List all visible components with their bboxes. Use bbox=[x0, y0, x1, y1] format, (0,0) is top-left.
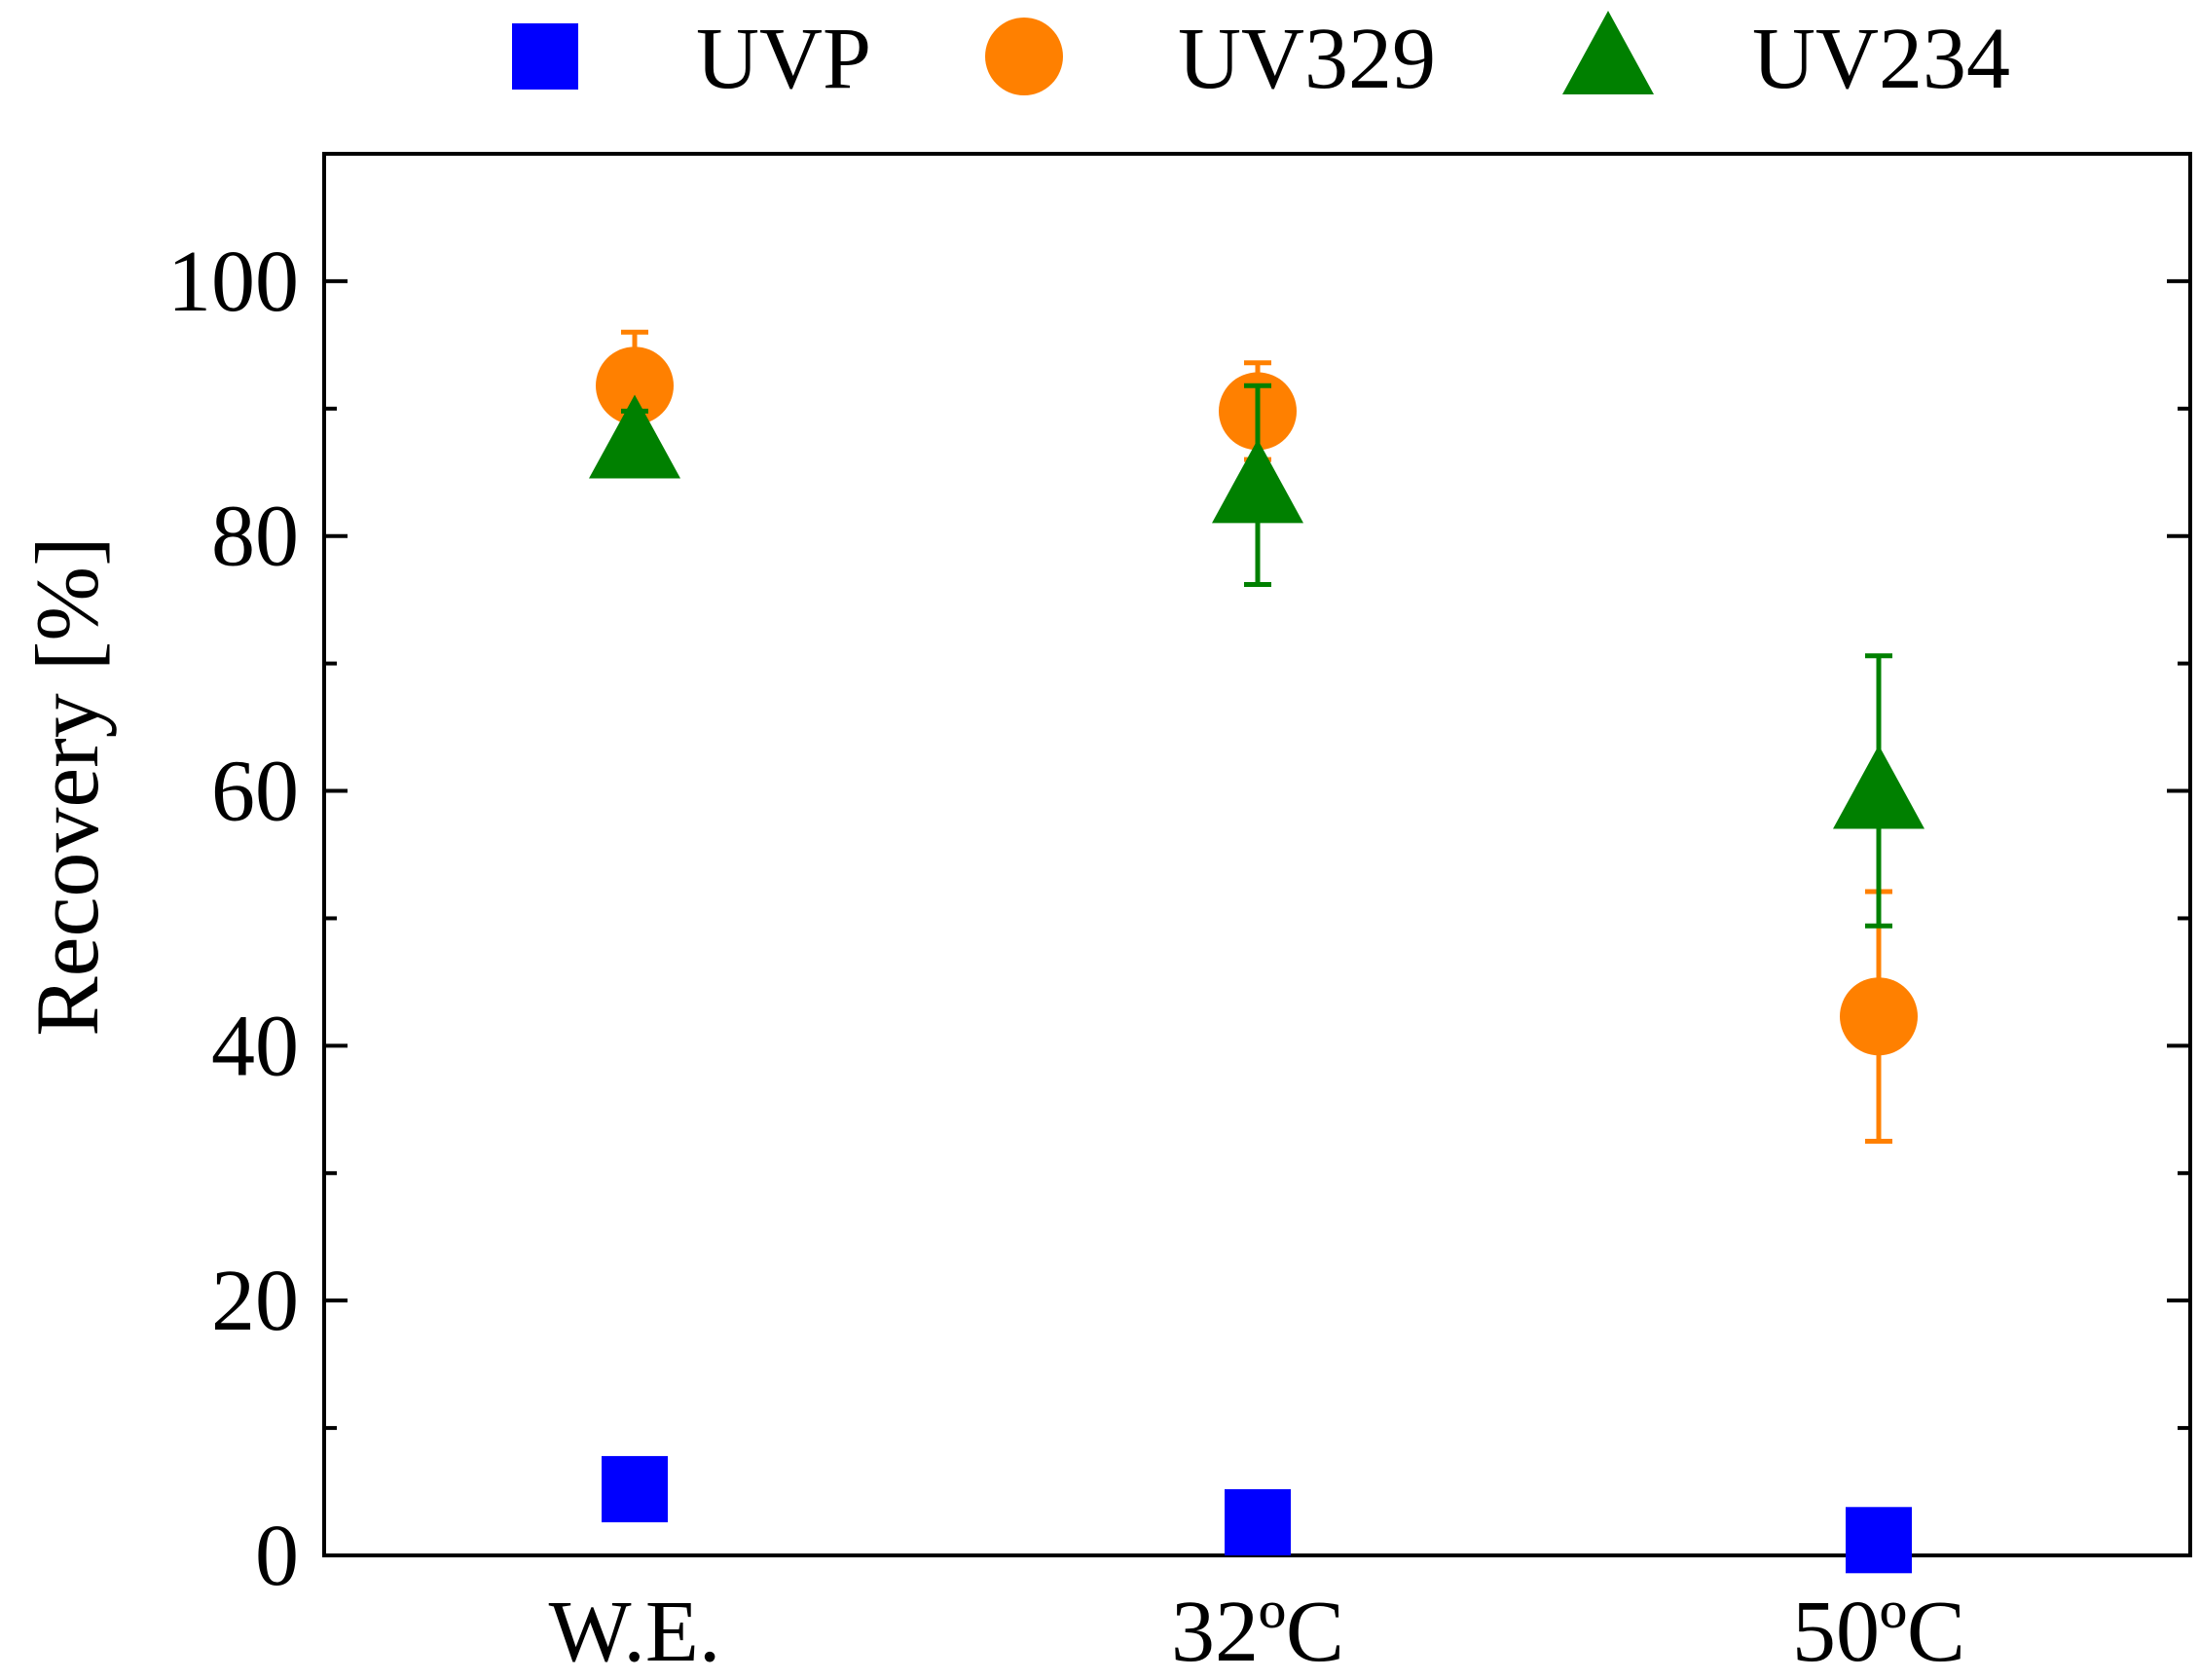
y-axis-label: Recovery [%] bbox=[18, 536, 117, 1036]
data-point-uv234 bbox=[1212, 439, 1303, 524]
legend-marker-uv234 bbox=[1562, 11, 1654, 94]
series-layer bbox=[589, 329, 1924, 1574]
data-point-uv329 bbox=[1840, 977, 1918, 1056]
y-tick-label: 40 bbox=[211, 998, 299, 1094]
y-tick-label: 0 bbox=[255, 1508, 299, 1604]
x-axis-ticks: W.E. 32ºC 50ºC bbox=[549, 1584, 1965, 1680]
y-tick-label: 80 bbox=[211, 489, 299, 585]
legend-label: UVP bbox=[696, 11, 871, 107]
legend-item-uv329: UV329 bbox=[985, 11, 1436, 107]
series-uv234 bbox=[589, 383, 1924, 929]
legend: UVP UV329 UV234 bbox=[512, 11, 2010, 107]
x-tick-label: 50ºC bbox=[1792, 1584, 1965, 1675]
y-axis-ticks: 0 20 40 60 80 100 bbox=[167, 234, 2190, 1604]
data-point-uvp bbox=[1225, 1488, 1291, 1555]
series-uvp bbox=[602, 1455, 1912, 1574]
axes bbox=[322, 152, 2192, 1557]
legend-label: UV234 bbox=[1752, 11, 2010, 107]
legend-marker-uv329 bbox=[985, 18, 1063, 95]
y-tick-label: 60 bbox=[211, 744, 299, 840]
data-point-uv234 bbox=[589, 394, 680, 479]
plot-frame bbox=[322, 152, 2192, 1557]
legend-label: UV329 bbox=[1178, 11, 1436, 107]
x-tick-label: 32ºC bbox=[1171, 1584, 1344, 1675]
data-point-uv329 bbox=[596, 347, 674, 425]
data-point-uvp bbox=[1846, 1507, 1912, 1574]
data-point-uv234 bbox=[1833, 745, 1924, 829]
data-point-uvp bbox=[602, 1455, 668, 1522]
y-tick-label: 20 bbox=[211, 1253, 299, 1349]
plot-area: 0 20 40 60 80 100 W.E. 32ºC 50ºC bbox=[167, 152, 2192, 1680]
y-tick-label: 100 bbox=[167, 234, 299, 330]
legend-marker-uvp bbox=[512, 23, 578, 90]
legend-item-uvp: UVP bbox=[512, 11, 871, 107]
legend-item-uv234: UV234 bbox=[1562, 11, 2010, 107]
x-tick-label: W.E. bbox=[549, 1584, 721, 1675]
